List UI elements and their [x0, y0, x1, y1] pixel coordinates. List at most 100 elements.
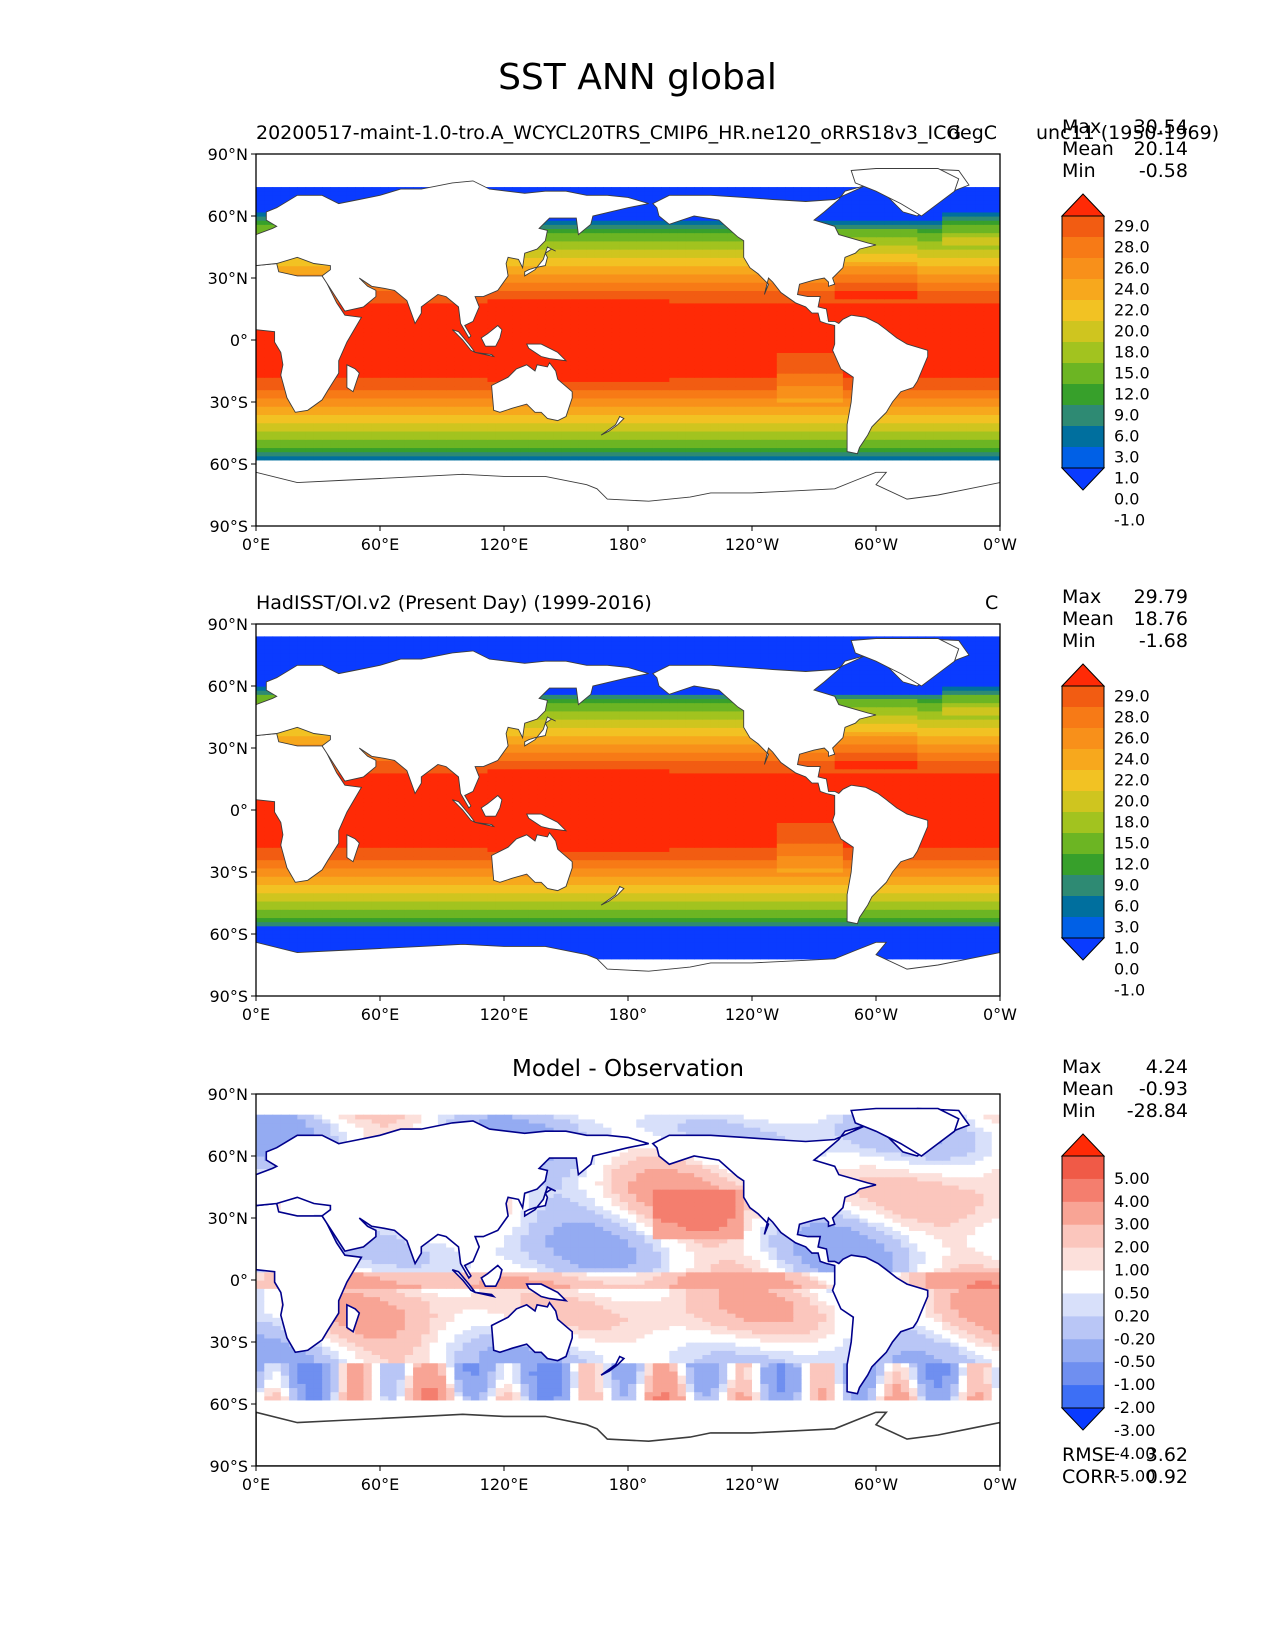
panel1-cell — [297, 269, 307, 275]
panel1-cell — [776, 435, 786, 440]
panel1-cell — [388, 356, 398, 362]
panel1-cell — [272, 430, 282, 436]
panel1-cell — [264, 381, 274, 387]
panel1-cell — [437, 447, 447, 453]
panel1-cell — [867, 443, 877, 449]
panel1-cell — [578, 257, 588, 263]
panel1-cell — [661, 418, 670, 424]
panel1-cell — [710, 422, 720, 428]
panel1-cell — [950, 348, 960, 353]
panel1-cell — [594, 278, 604, 283]
panel1-cell — [917, 253, 927, 258]
panel1-cell — [594, 298, 604, 304]
panel1-cell — [421, 430, 431, 436]
panel1-cell — [768, 368, 778, 374]
panel1-cell — [669, 435, 679, 440]
panel1-cell — [570, 426, 579, 432]
panel1-cell — [628, 232, 637, 238]
panel1-cell — [363, 385, 373, 391]
panel1-cell — [413, 331, 422, 337]
panel1-cell — [760, 418, 770, 424]
panel1-cell — [289, 422, 298, 428]
panel1-cell — [404, 451, 414, 457]
panel1-cell — [685, 451, 695, 457]
panel1-cell — [876, 273, 885, 279]
panel1-cell — [710, 244, 720, 250]
panel1-cell — [933, 269, 943, 275]
panel1-cell — [661, 273, 670, 279]
panel1-cell — [619, 422, 629, 428]
panel1-cell — [884, 426, 894, 432]
panel1-cell — [570, 397, 579, 403]
panel1-cell — [652, 265, 662, 271]
panel1-cell — [545, 286, 555, 291]
panel1-cell — [570, 364, 579, 370]
panel1-cell — [644, 352, 654, 358]
panel1-cell — [818, 410, 827, 415]
panel1-cell — [710, 315, 720, 320]
panel1-cell — [603, 290, 613, 296]
panel1-cell — [950, 426, 960, 432]
panel1-cell — [677, 249, 687, 254]
panel1-cell — [570, 253, 579, 258]
panel1-cell — [338, 443, 348, 449]
panel1-cell — [495, 455, 505, 461]
panel1-cell — [603, 298, 613, 304]
panel1-cell — [900, 443, 910, 449]
panel1-cell — [776, 377, 786, 382]
panel1-cell — [628, 319, 637, 325]
panel1-cell — [380, 348, 389, 353]
panel1-cell — [876, 298, 885, 304]
panel1-cell — [842, 414, 852, 420]
panel1-cell — [933, 377, 943, 382]
panel1-cell — [760, 286, 770, 291]
panel1-cell — [677, 410, 687, 415]
panel1-cell — [528, 418, 538, 424]
panel1-cell — [743, 356, 753, 362]
panel1-cell — [355, 406, 365, 411]
panel1-cell — [983, 414, 993, 420]
panel1-cell — [520, 335, 530, 341]
panel1-cell — [743, 381, 753, 387]
panel1-cell — [371, 402, 381, 407]
panel1-cell — [760, 373, 770, 378]
panel1-cell — [925, 373, 935, 378]
panel1-cell — [925, 273, 935, 279]
panel1-cell — [917, 240, 927, 246]
panel1-cell — [917, 418, 927, 424]
panel1-cell — [958, 311, 968, 316]
panel1-cell — [561, 236, 571, 242]
panel1-cell — [669, 389, 679, 395]
panel1-cell — [611, 331, 621, 337]
panel1-cell — [743, 422, 753, 428]
panel1-cell — [942, 323, 951, 329]
panel1-cell — [677, 290, 687, 296]
panel1-cell — [859, 302, 869, 308]
panel1-cell — [578, 418, 588, 424]
panel1-cell — [652, 294, 662, 300]
panel1-cell — [313, 406, 323, 411]
panel1-cell — [371, 311, 381, 316]
panel1-cell — [280, 447, 290, 453]
panel1-cell — [619, 340, 629, 345]
panel1-cell — [264, 443, 274, 449]
panel1-cell — [752, 278, 761, 283]
panel1-cell — [644, 335, 654, 341]
panel1-cell — [743, 410, 753, 415]
panel1-cell — [975, 302, 985, 308]
panel1-cell — [685, 311, 695, 316]
panel1-cell — [735, 352, 745, 358]
panel1-cell — [421, 302, 431, 308]
panel1-cell — [661, 402, 670, 407]
panel1-cell — [619, 244, 629, 250]
panel1-cell — [586, 447, 596, 453]
panel1-cell — [727, 422, 737, 428]
panel1-cell — [652, 451, 662, 457]
panel1-cell — [628, 335, 637, 341]
panel1-cell — [710, 364, 720, 370]
panel1-cell — [553, 253, 563, 258]
panel1-cell — [495, 352, 505, 358]
panel1-cell — [743, 435, 753, 440]
panel1-cell — [834, 439, 844, 444]
panel1-cell — [685, 240, 695, 246]
